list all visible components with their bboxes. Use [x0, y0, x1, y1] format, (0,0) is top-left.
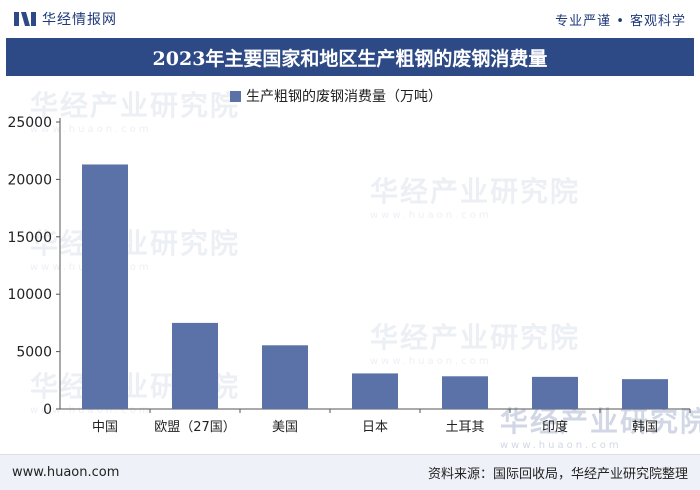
chart-title: 2023年主要国家和地区生产粗钢的废钢消费量 [152, 47, 548, 70]
chart-title-bar: 2023年主要国家和地区生产粗钢的废钢消费量 [6, 38, 694, 76]
footer-bar: www.huaon.com 资料来源：国际回收局，华经产业研究院整理 [0, 454, 700, 490]
bar [442, 376, 488, 409]
y-tick-label: 15000 [7, 230, 52, 246]
bar-chart: 0 5000 10000 15000 20000 25000 生产粗钢的废钢消费量（万吨） 中… [7, 89, 691, 435]
legend-swatch [230, 91, 241, 102]
footer-source: 资料来源：国际回收局，华经产业研究院整理 [427, 467, 688, 482]
x-tick-label: 印度 [542, 419, 568, 435]
footer-site[interactable]: www.huaon.com [12, 465, 120, 480]
bar [82, 164, 128, 409]
bar [172, 322, 218, 409]
bar [352, 373, 398, 409]
brand[interactable]: 华经情报网 [14, 9, 117, 29]
x-tick-label: 日本 [362, 420, 388, 435]
legend-label: 生产粗钢的废钢消费量（万吨） [246, 89, 442, 105]
x-tick-label: 中国 [92, 420, 118, 435]
bar [262, 345, 308, 409]
y-tick-label: 5000 [16, 345, 52, 361]
y-tick-label: 25000 [7, 115, 52, 131]
header-bar: 华经情报网 专业严谨 • 客观科学 [0, 0, 700, 38]
y-tick-label: 0 [43, 402, 52, 418]
bar [532, 376, 578, 409]
x-tick-label: 美国 [272, 420, 298, 435]
brand-name: 华经情报网 [42, 12, 117, 28]
huajing-logo-icon [14, 12, 36, 26]
y-tick-label: 10000 [7, 287, 52, 303]
x-tick-label: 欧盟（27国） [154, 420, 236, 435]
x-tick-label: 韩国 [632, 420, 658, 435]
x-tick-label: 土耳其 [445, 420, 484, 435]
bar [622, 379, 668, 409]
slogan: 专业严谨 • 客观科学 [555, 13, 686, 29]
y-tick-label: 20000 [7, 172, 52, 188]
